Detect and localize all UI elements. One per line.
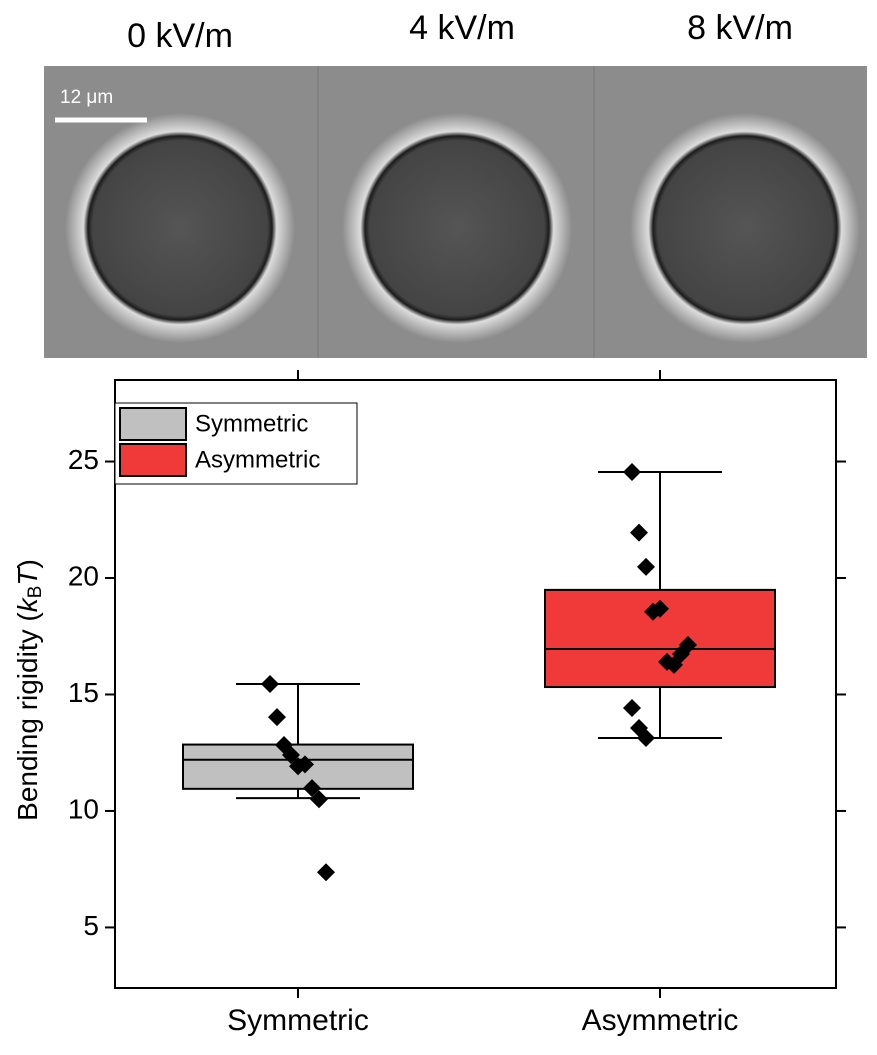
data-point <box>317 863 335 882</box>
panel-label: 8 kV/m <box>687 9 793 47</box>
x-tick-label: Symmetric <box>227 1004 369 1037</box>
micrographs: 12 μm 0 kV/m 4 kV/m 8 kV/m <box>44 9 867 358</box>
y-axis-label-part: T <box>12 567 43 586</box>
data-point <box>303 779 321 798</box>
panel-label: 4 kV/m <box>409 9 515 47</box>
data-point <box>282 746 300 765</box>
data-point <box>296 755 314 774</box>
data-point <box>679 635 697 654</box>
y-axis-label-part: ) <box>12 559 43 568</box>
y-axis-label: Bending rigidity (kBT) <box>12 559 46 821</box>
vesicle <box>630 113 860 343</box>
panel-label: 0 kV/m <box>127 17 233 55</box>
y-axis-label-part: k <box>12 596 43 612</box>
data-point <box>637 729 655 748</box>
y-tick-label: 25 <box>68 444 99 475</box>
data-point <box>310 790 328 809</box>
y-tick-label: 10 <box>68 793 99 824</box>
x-tick-label: Asymmetric <box>582 1004 739 1037</box>
y-axis-label-part: B <box>25 586 46 599</box>
vesicle <box>65 113 295 343</box>
legend-label: Asymmetric <box>195 446 320 473</box>
data-point <box>623 463 641 482</box>
scale-bar-label: 12 μm <box>60 87 113 108</box>
box-chart: 5 10 15 20 25 Symmetric Asymmetric Bending rigi… <box>12 370 846 1037</box>
y-axis-label-part: Bending rigidity ( <box>12 612 43 821</box>
data-point <box>651 599 669 618</box>
data-point <box>630 523 648 542</box>
plot-frame <box>114 379 837 989</box>
legend-swatch <box>119 443 187 477</box>
data-point <box>637 557 655 576</box>
data-point <box>268 708 286 727</box>
y-tick-label: 15 <box>68 677 99 708</box>
y-tick-label: 5 <box>83 910 99 941</box>
data-point <box>261 675 279 693</box>
y-tick-label: 20 <box>68 560 99 591</box>
legend-label: Symmetric <box>195 410 308 437</box>
data-point <box>623 698 641 717</box>
legend-swatch <box>119 407 187 441</box>
vesicle <box>342 113 572 343</box>
